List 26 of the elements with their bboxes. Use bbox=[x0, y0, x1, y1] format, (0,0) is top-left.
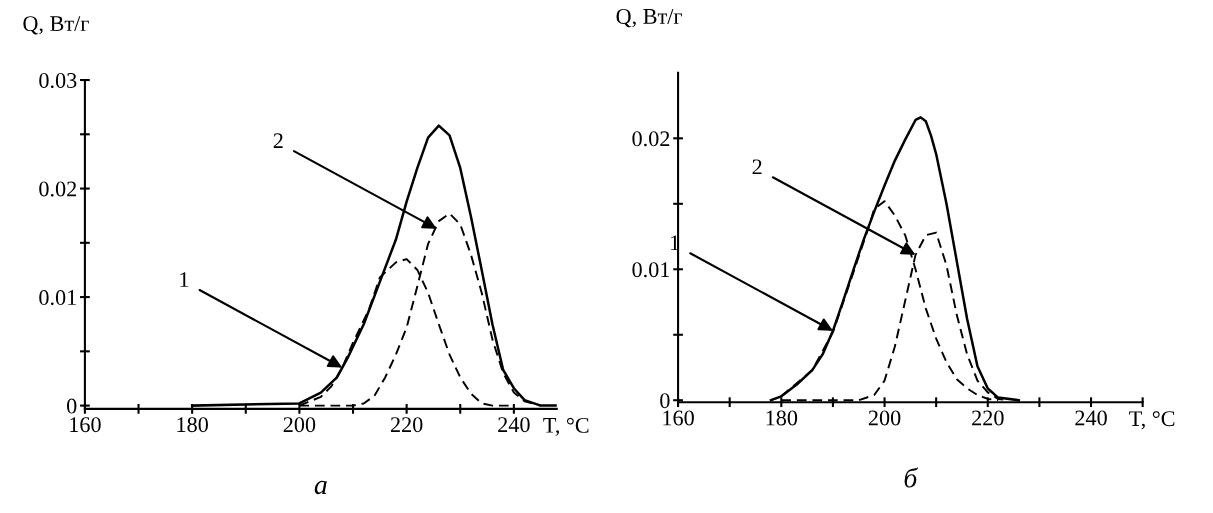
x-tick-label: 180 bbox=[177, 417, 208, 433]
x-axis-title: T, °C bbox=[1129, 411, 1175, 430]
y-axis-title: Q, Вт/г bbox=[23, 16, 89, 35]
y-tick-label: 0 bbox=[67, 398, 77, 414]
x-tick-label: 220 bbox=[390, 417, 423, 433]
x-tick-label: 160 bbox=[663, 410, 694, 426]
y-tick-label: 0.03 bbox=[39, 72, 77, 89]
x-tick-label: 220 bbox=[972, 410, 1004, 426]
text: а bbox=[314, 480, 327, 495]
annotation: 2 bbox=[752, 159, 762, 175]
y-tick-label: 0.02 bbox=[632, 131, 670, 147]
x-tick-label: 180 bbox=[766, 410, 798, 426]
x-tick-label: 160 bbox=[70, 417, 101, 433]
y-tick-label: 0 bbox=[660, 393, 670, 409]
y-tick-label: 0.01 bbox=[39, 290, 76, 306]
y-tick-label: 0.02 bbox=[39, 181, 77, 197]
x-tick-label: 240 bbox=[1075, 410, 1107, 426]
x-axis-title: T, °C bbox=[543, 417, 589, 437]
y-tick-label: 0.01 bbox=[632, 262, 670, 278]
x-tick-label: 200 bbox=[868, 410, 901, 426]
annotation: 2 bbox=[273, 133, 283, 148]
annotation: 1 bbox=[180, 272, 189, 287]
text: б bbox=[904, 467, 919, 488]
x-tick-label: 240 bbox=[498, 417, 530, 433]
y-axis-title: Q, Вт/г bbox=[616, 8, 682, 28]
x-tick-label: 200 bbox=[283, 417, 316, 433]
